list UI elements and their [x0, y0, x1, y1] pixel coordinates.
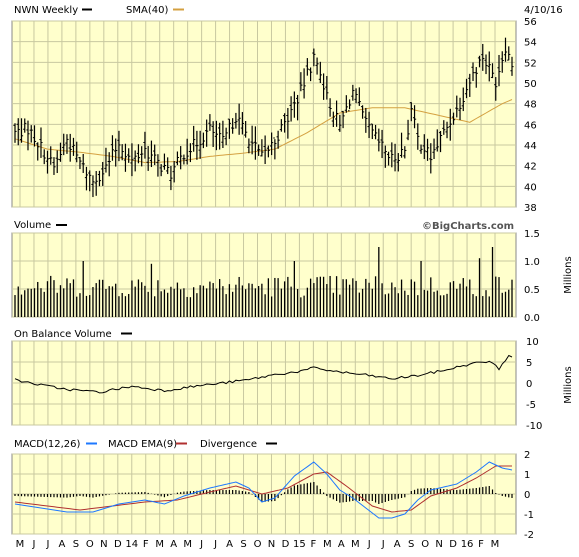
- volume-tick-label: 0.5: [524, 285, 540, 296]
- obv-line: [14, 354, 513, 394]
- macd-ema-label: MACD EMA(9): [108, 439, 177, 450]
- obv-tick-label: 5: [526, 358, 532, 369]
- x-tick-label: J: [367, 539, 371, 550]
- x-tick-label: J: [199, 539, 203, 550]
- volume-tick-label: 1.0: [524, 257, 540, 268]
- volume-tick-label: 1.5: [524, 229, 540, 240]
- macd-tick-label: -2: [524, 530, 534, 541]
- x-tick-label: F: [310, 539, 316, 550]
- x-tick-label: O: [86, 539, 94, 550]
- price-tick-label: 48: [524, 100, 537, 111]
- x-tick-label: M: [323, 539, 332, 550]
- x-tick-label: N: [435, 539, 442, 550]
- x-tick-label: D: [114, 539, 122, 550]
- macd-line: [14, 461, 513, 519]
- x-tick-label: J: [45, 539, 49, 550]
- x-tick-label: J: [31, 539, 35, 550]
- volume-bars: [14, 247, 513, 317]
- price-tick-label: 44: [524, 141, 537, 152]
- sma-label: SMA(40): [126, 5, 168, 16]
- obv-grid: [12, 340, 516, 426]
- price-tick-label: 40: [524, 182, 537, 193]
- x-tick-label: M: [351, 539, 360, 550]
- macd-tick-label: 2: [524, 450, 530, 461]
- x-tick-label: D: [282, 539, 290, 550]
- divergence-bars: [14, 482, 513, 504]
- price-tick-label: 50: [524, 79, 537, 90]
- sma-line: [14, 99, 513, 164]
- price-y-axis: 38 40 42 44 46 48 50 52 54 56: [524, 17, 537, 214]
- x-tick-label: O: [254, 539, 262, 550]
- divergence-label: Divergence: [200, 439, 257, 450]
- price-tick-label: 42: [524, 162, 537, 173]
- macd-tick-label: 0: [524, 490, 530, 501]
- x-tick-label: 16: [461, 539, 474, 550]
- chart-date: 4/10/16: [524, 5, 563, 16]
- x-tick-label: D: [449, 539, 457, 550]
- price-tick-label: 52: [524, 58, 537, 69]
- obv-label: On Balance Volume: [14, 329, 112, 340]
- macd-label: MACD(12,26): [14, 439, 81, 450]
- obv-unit-label: Millions: [563, 366, 574, 403]
- x-tick-label: A: [226, 539, 233, 550]
- x-tick-label: J: [213, 539, 217, 550]
- obv-y-axis: -10 -5 0 5 10: [526, 337, 542, 432]
- macd-tick-label: -1: [524, 510, 534, 521]
- x-tick-label: F: [478, 539, 484, 550]
- price-bars: [13, 37, 514, 198]
- x-tick-label: M: [491, 539, 500, 550]
- price-grid: [12, 20, 516, 208]
- volume-unit-label: Millions: [563, 256, 574, 293]
- volume-tick-label: 0.0: [524, 313, 540, 324]
- x-tick-label: S: [240, 539, 246, 550]
- x-tick-label: A: [338, 539, 345, 550]
- x-tick-label: M: [183, 539, 192, 550]
- price-panel: [11, 20, 517, 208]
- macd-y-axis: -2 -1 0 1 2: [524, 450, 534, 541]
- obv-tick-label: 10: [526, 337, 539, 348]
- volume-label: Volume: [14, 220, 51, 231]
- price-tick-label: 56: [524, 17, 537, 28]
- macd-ema-line: [14, 465, 512, 513]
- x-tick-label: F: [143, 539, 149, 550]
- x-tick-label: A: [170, 539, 177, 550]
- x-tick-label: N: [100, 539, 107, 550]
- x-tick-label: A: [394, 539, 401, 550]
- obv-tick-label: 0: [526, 379, 532, 390]
- x-tick-label: 14: [125, 539, 138, 550]
- price-tick-label: 46: [524, 120, 537, 131]
- x-axis: M J J A S O N D 14 F M A M J J A S O N D 15 F M A M J J A S O N D 16 F M: [16, 539, 500, 550]
- price-tick-label: 54: [524, 38, 537, 49]
- x-tick-label: N: [268, 539, 275, 550]
- obv-tick-label: -10: [526, 421, 542, 432]
- x-tick-label: M: [155, 539, 164, 550]
- watermark: ©BigCharts.com: [422, 221, 514, 232]
- x-tick-label: J: [381, 539, 385, 550]
- macd-tick-label: 1: [524, 470, 530, 481]
- x-tick-label: O: [421, 539, 429, 550]
- x-tick-label: M: [16, 539, 25, 550]
- volume-y-axis: 0.0 0.5 1.0 1.5: [524, 229, 540, 324]
- x-tick-label: S: [73, 539, 79, 550]
- obv-tick-label: -5: [526, 400, 536, 411]
- x-tick-label: S: [408, 539, 414, 550]
- ticker-label: NWN Weekly: [14, 5, 78, 16]
- x-tick-label: A: [58, 539, 65, 550]
- x-tick-label: 15: [293, 539, 306, 550]
- price-tick-label: 38: [524, 203, 537, 214]
